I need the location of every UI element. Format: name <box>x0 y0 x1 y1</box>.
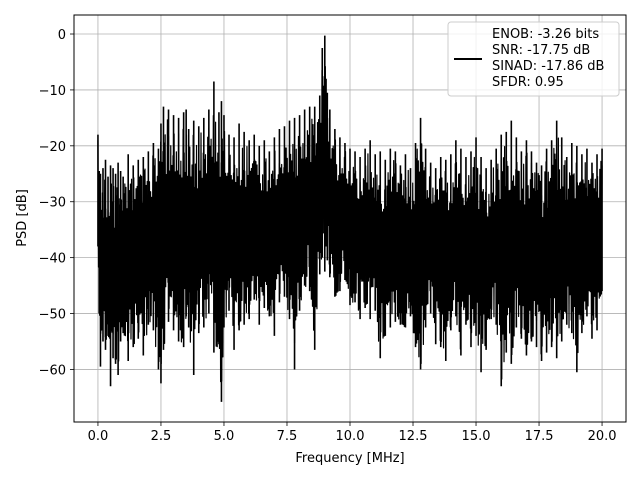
y-tick-label: 0 <box>58 28 66 43</box>
legend-line-snr: SNR: -17.75 dB <box>492 43 590 58</box>
x-axis-label: Frequency [MHz] <box>295 451 404 466</box>
x-tick-label: 10.0 <box>336 429 365 444</box>
x-tick-label: 7.5 <box>277 429 298 444</box>
legend-line-sinad: SINAD: -17.86 dB <box>492 59 604 74</box>
legend-box <box>447 21 620 97</box>
legend-line-enob: ENOB: -3.26 bits <box>492 27 599 42</box>
x-tick-label: 15.0 <box>462 429 491 444</box>
x-tick-label: 2.5 <box>151 429 172 444</box>
y-tick-label: −10 <box>39 84 66 99</box>
y-tick-label: −60 <box>39 363 66 378</box>
legend: ENOB: -3.26 bits SNR: -17.75 dB SINAD: -… <box>447 21 620 97</box>
y-tick-label: −30 <box>39 196 66 211</box>
series-layer <box>97 35 603 402</box>
y-tick-label: −50 <box>39 308 66 323</box>
y-tick-label: −40 <box>39 252 66 267</box>
legend-line-sfdr: SFDR: 0.95 <box>492 75 564 90</box>
x-axis-ticks: 0.0 2.5 5.0 7.5 10.0 12.5 15.0 17.5 20.0 <box>88 422 617 444</box>
y-axis-ticks: 0 −10 −20 −30 −40 −50 −60 <box>39 28 74 378</box>
x-tick-label: 5.0 <box>214 429 235 444</box>
x-tick-label: 20.0 <box>588 429 617 444</box>
plot-area <box>97 35 603 402</box>
y-tick-label: −20 <box>39 140 66 155</box>
y-axis-label: PSD [dB] <box>15 189 30 247</box>
x-tick-label: 17.5 <box>525 429 554 444</box>
x-tick-label: 12.5 <box>399 429 428 444</box>
x-tick-label: 0.0 <box>88 429 109 444</box>
